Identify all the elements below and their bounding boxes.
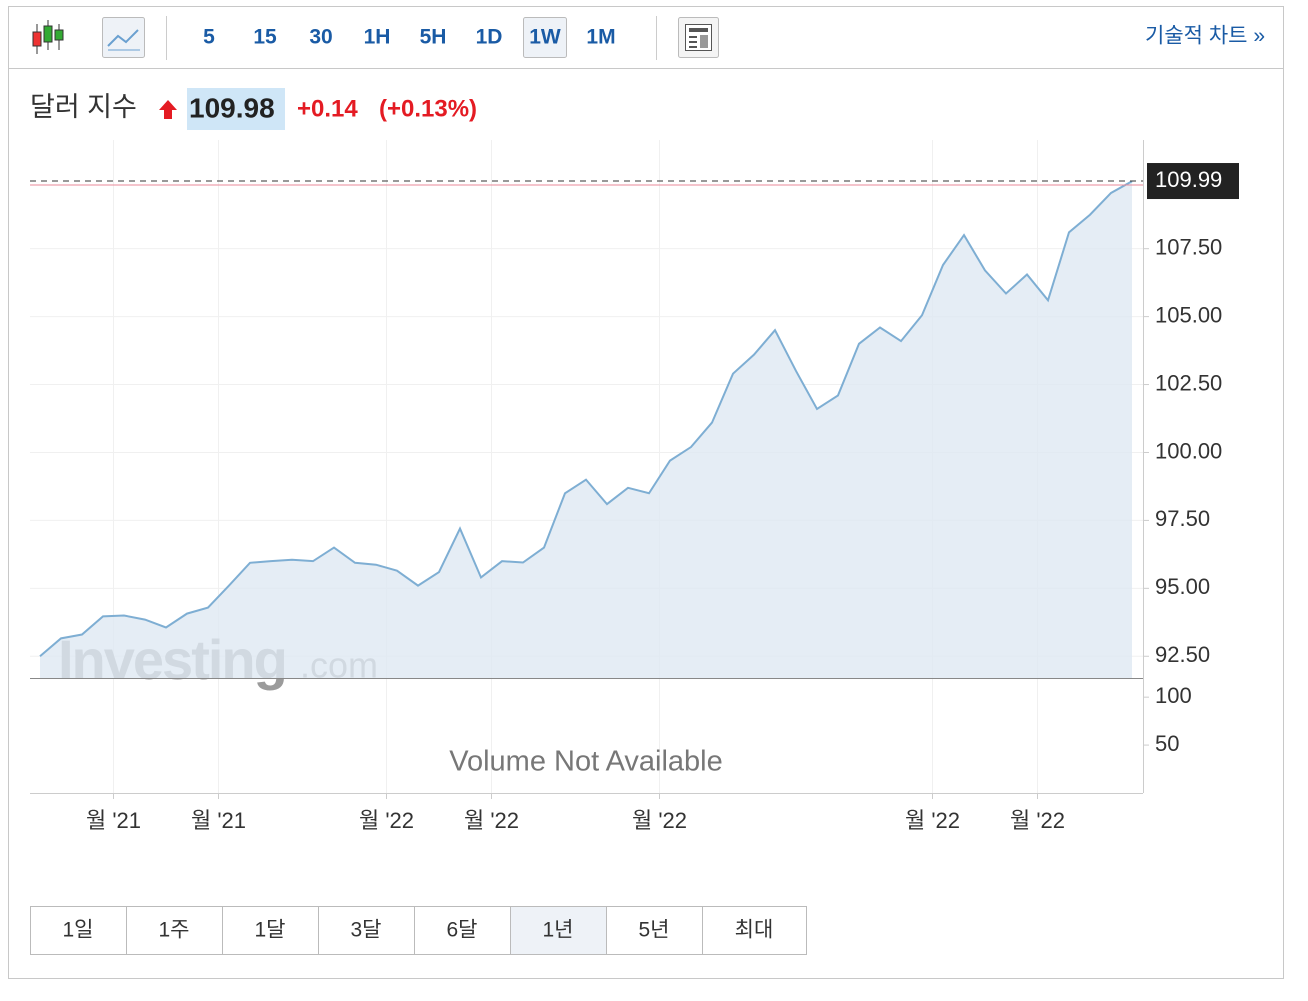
last-price-label: 109.99	[1155, 167, 1222, 192]
x-tick-label: 월 '22	[359, 808, 414, 833]
range-button[interactable]	[222, 906, 319, 955]
interval-button[interactable]: 5	[203, 26, 215, 49]
line-icon[interactable]	[102, 17, 145, 58]
range-button[interactable]	[318, 906, 415, 955]
y-tick-label: 105.00	[1155, 302, 1222, 327]
range-button-label[interactable]: 6달	[447, 919, 478, 942]
range-button-label[interactable]: 1년	[543, 919, 574, 942]
volume-note: Volume Not Available	[449, 746, 723, 778]
volume-tick-label: 50	[1155, 731, 1179, 756]
up-arrow	[159, 100, 177, 119]
y-tick-label: 102.50	[1155, 370, 1222, 395]
change-percent: (+0.13%)	[379, 95, 477, 122]
y-tick-label: 92.50	[1155, 642, 1210, 667]
y-tick-label: 97.50	[1155, 506, 1210, 531]
interval-active	[523, 17, 567, 58]
news-icon[interactable]	[678, 17, 719, 58]
x-tick-label: 월 '22	[464, 808, 519, 833]
x-tick-label: 월 '22	[905, 808, 960, 833]
interval-button[interactable]: 5H	[420, 26, 447, 49]
x-tick-label: 월 '21	[86, 808, 141, 833]
range-button[interactable]	[30, 906, 127, 955]
price-highlight	[187, 88, 285, 130]
candle-icon[interactable]	[32, 20, 64, 54]
technical-chart-link[interactable]: 기술적 차트 »	[1145, 25, 1265, 48]
last-price-box	[1147, 163, 1239, 200]
interval-button[interactable]: 1W	[529, 26, 561, 49]
range-button-label[interactable]: 1일	[63, 919, 94, 942]
range-button-label[interactable]: 3달	[351, 919, 382, 942]
range-button-label[interactable]: 1달	[255, 919, 286, 942]
x-tick-label: 월 '22	[1010, 808, 1065, 833]
line	[39, 180, 1133, 658]
interval-button[interactable]: 1H	[364, 26, 391, 49]
range-button[interactable]	[702, 906, 807, 955]
x-tick-label: 월 '21	[191, 808, 246, 833]
change: +0.14	[297, 95, 358, 122]
interval-button[interactable]: 15	[253, 26, 277, 49]
interval-button[interactable]: 1M	[586, 26, 615, 49]
range-button[interactable]	[126, 906, 223, 955]
volume-tick-label: 100	[1155, 683, 1192, 708]
range-button-label[interactable]: 1주	[159, 919, 190, 942]
price: 109.98	[189, 92, 275, 123]
y-tick-label: 95.00	[1155, 574, 1210, 599]
interval-button[interactable]: 30	[309, 26, 332, 49]
y-tick-label: 100.00	[1155, 438, 1222, 463]
x-tick-label: 월 '22	[632, 808, 687, 833]
range-button[interactable]	[510, 906, 607, 955]
range-button-label[interactable]: 5년	[639, 919, 670, 942]
y-tick-label: 107.50	[1155, 234, 1222, 259]
range-button-label[interactable]: 최대	[735, 919, 774, 942]
area	[40, 181, 1132, 678]
range-button[interactable]	[606, 906, 703, 955]
interval-button[interactable]: 1D	[476, 26, 503, 49]
instrument-name: 달러 지수	[30, 92, 137, 122]
